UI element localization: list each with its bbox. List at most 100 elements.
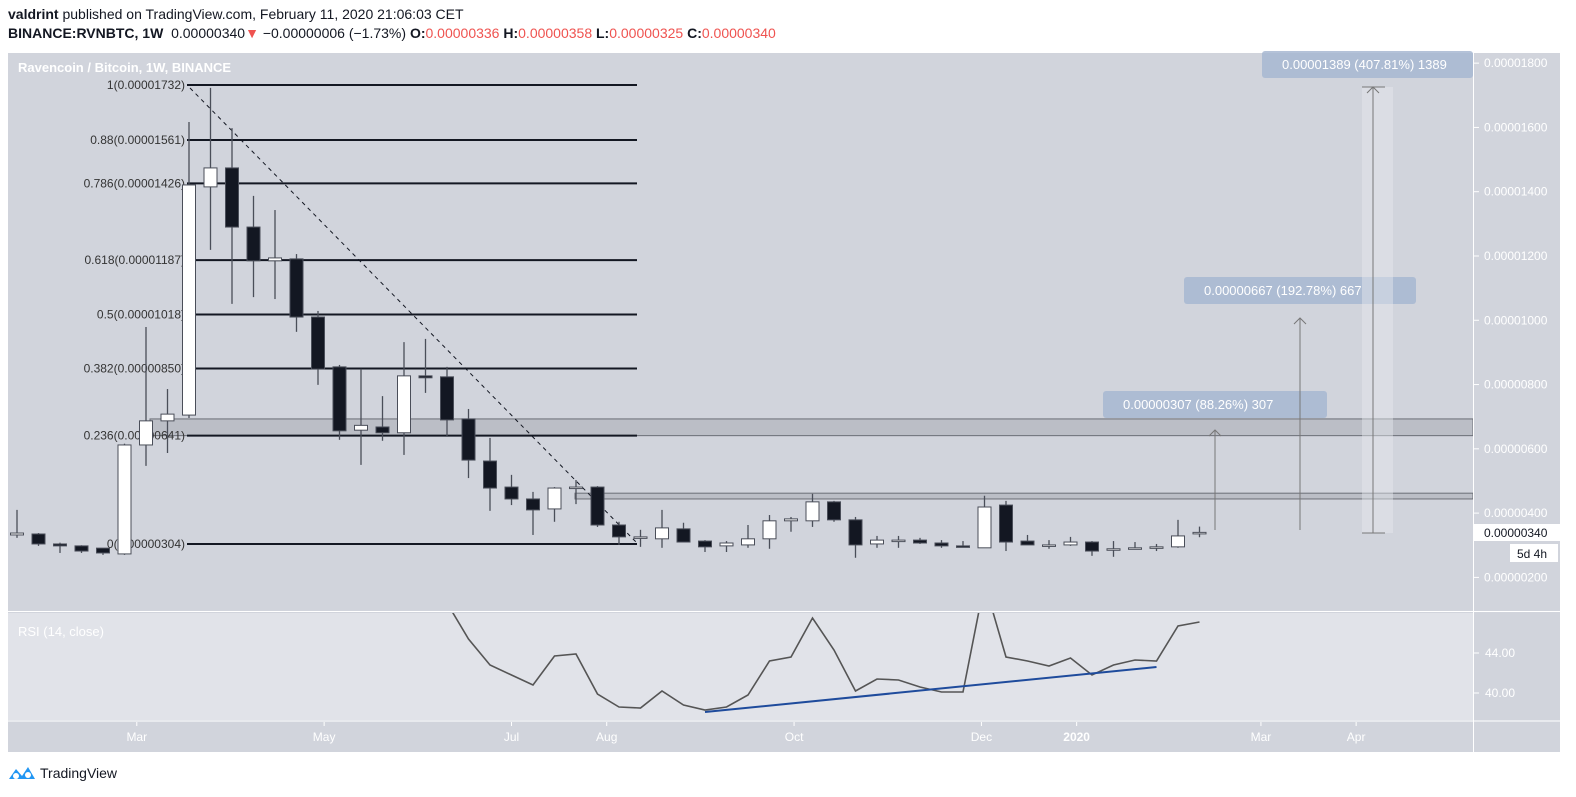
candle-up[interactable] xyxy=(117,444,132,555)
rsi-tick-label: 44.00 xyxy=(1485,646,1515,660)
fib-level-label: 0.382(0.00000850) xyxy=(84,361,185,375)
publish-info: valdrint published on TradingView.com, F… xyxy=(8,6,464,22)
brand[interactable]: TradingView xyxy=(8,764,117,782)
candle-up[interactable] xyxy=(655,527,669,540)
candle-down[interactable] xyxy=(612,524,626,538)
candle-down[interactable] xyxy=(913,539,927,544)
candle-down[interactable] xyxy=(461,418,476,461)
candle-down[interactable] xyxy=(31,533,46,545)
candle-down[interactable] xyxy=(848,519,863,546)
open-value: 0.00000336 xyxy=(425,25,500,41)
rsi-trendline[interactable] xyxy=(704,666,1157,713)
candle-down[interactable] xyxy=(289,258,304,318)
fib-level-label: 0.618(0.00001187) xyxy=(84,253,185,267)
time-tick-label: Mar xyxy=(1251,730,1272,744)
fib-level-label: 0.236(0.00000641) xyxy=(84,429,185,443)
candle-up[interactable] xyxy=(547,487,562,510)
candle-down[interactable] xyxy=(53,543,67,547)
candle-down[interactable] xyxy=(590,486,605,526)
fib-level-label: 0.5(0.00001018) xyxy=(97,307,185,321)
candle-down[interactable] xyxy=(311,316,325,370)
candle-down[interactable] xyxy=(418,375,433,379)
candle-up[interactable] xyxy=(870,539,884,545)
candle-up[interactable] xyxy=(203,167,218,188)
candle-down[interactable] xyxy=(676,528,691,543)
time-tick-label: Dec xyxy=(971,730,992,744)
fib-level-label: 0.88(0.00001561) xyxy=(90,133,185,147)
candle-up[interactable] xyxy=(10,532,24,536)
candle-up[interactable] xyxy=(784,518,798,522)
candle-down[interactable] xyxy=(934,542,949,547)
candle-up[interactable] xyxy=(1106,548,1121,551)
candle-up[interactable] xyxy=(741,538,755,546)
candle-up[interactable] xyxy=(719,542,734,547)
rsi-title: RSI (14, close) xyxy=(18,624,104,639)
candle-up[interactable] xyxy=(139,420,153,446)
candle-down[interactable] xyxy=(956,545,970,548)
candle-up[interactable] xyxy=(891,539,906,543)
arrow-up-icon xyxy=(1208,429,1222,437)
price-tick-label: 0.00000800 xyxy=(1484,378,1548,392)
candle-down[interactable] xyxy=(483,460,497,489)
candle-down[interactable] xyxy=(246,226,261,262)
candle-up[interactable] xyxy=(268,257,282,262)
trend-dashed-line[interactable] xyxy=(189,87,638,544)
candle-up[interactable] xyxy=(977,506,992,549)
candle-down[interactable] xyxy=(526,498,540,511)
candle-down[interactable] xyxy=(375,426,390,434)
horizontal-zone[interactable] xyxy=(574,492,1473,500)
candle-up[interactable] xyxy=(1171,535,1185,548)
projection-label-box xyxy=(1262,51,1473,78)
high-label: H: xyxy=(503,25,519,41)
author[interactable]: valdrint xyxy=(8,6,59,22)
time-tick-label: Oct xyxy=(785,730,804,744)
candle-up[interactable] xyxy=(1149,546,1164,549)
rsi-line[interactable] xyxy=(447,583,1200,711)
candle-down[interactable] xyxy=(999,504,1013,543)
candle-up[interactable] xyxy=(1192,531,1207,535)
candle-down[interactable] xyxy=(332,366,347,432)
candle-up[interactable] xyxy=(633,536,648,539)
candle-up[interactable] xyxy=(1128,547,1142,550)
time-tick-label: Mar xyxy=(126,730,147,744)
candle-down[interactable] xyxy=(827,501,841,521)
rsi-tick-label: 40.00 xyxy=(1485,686,1515,700)
price-tick-label: 0.00000400 xyxy=(1484,506,1548,520)
candle-down[interactable] xyxy=(440,376,454,421)
candle-down[interactable] xyxy=(225,167,239,228)
fib-level-label: 1(0.00001732) xyxy=(107,78,185,92)
candle-up[interactable] xyxy=(762,520,777,540)
candle-down[interactable] xyxy=(1085,541,1099,552)
candle-down[interactable] xyxy=(1020,540,1035,546)
candle-down[interactable] xyxy=(698,540,712,548)
triangle-down-icon: ▼ xyxy=(245,25,259,41)
countdown-label xyxy=(1510,544,1558,562)
time-tick-label: May xyxy=(313,730,336,744)
price-tick-label: 0.00001200 xyxy=(1484,249,1548,263)
candle-up[interactable] xyxy=(1063,541,1078,546)
candle-up[interactable] xyxy=(569,486,583,490)
candle-up[interactable] xyxy=(160,413,175,422)
horizontal-zone[interactable] xyxy=(149,418,1473,437)
price-tick-label: 0.00001600 xyxy=(1484,120,1548,134)
projection-label-box xyxy=(1184,277,1416,304)
candle-up[interactable] xyxy=(354,424,368,431)
candle-up[interactable] xyxy=(1042,544,1056,547)
candle-down[interactable] xyxy=(504,486,519,500)
time-tick-label: Aug xyxy=(596,730,617,744)
projection-label: 0.00000667 (192.78%) 667 xyxy=(1204,283,1362,298)
candle-down[interactable] xyxy=(74,545,89,552)
candle-down[interactable] xyxy=(96,547,110,554)
current-price-label xyxy=(1474,524,1560,541)
candle-up[interactable] xyxy=(397,375,411,434)
symbol: BINANCE:RVNBTC, 1W xyxy=(8,25,164,41)
price-tick-label: 0.00001800 xyxy=(1484,56,1548,70)
projection-label: 0.00000307 (88.26%) 307 xyxy=(1123,397,1273,412)
candle-up[interactable] xyxy=(805,501,820,522)
candle-up[interactable] xyxy=(182,184,196,416)
current-price-value: 0.00000340 xyxy=(1484,526,1548,540)
countdown-value: 5d 4h xyxy=(1517,547,1547,561)
low-label: L: xyxy=(596,25,610,41)
last-price: 0.00000340 xyxy=(171,25,246,41)
